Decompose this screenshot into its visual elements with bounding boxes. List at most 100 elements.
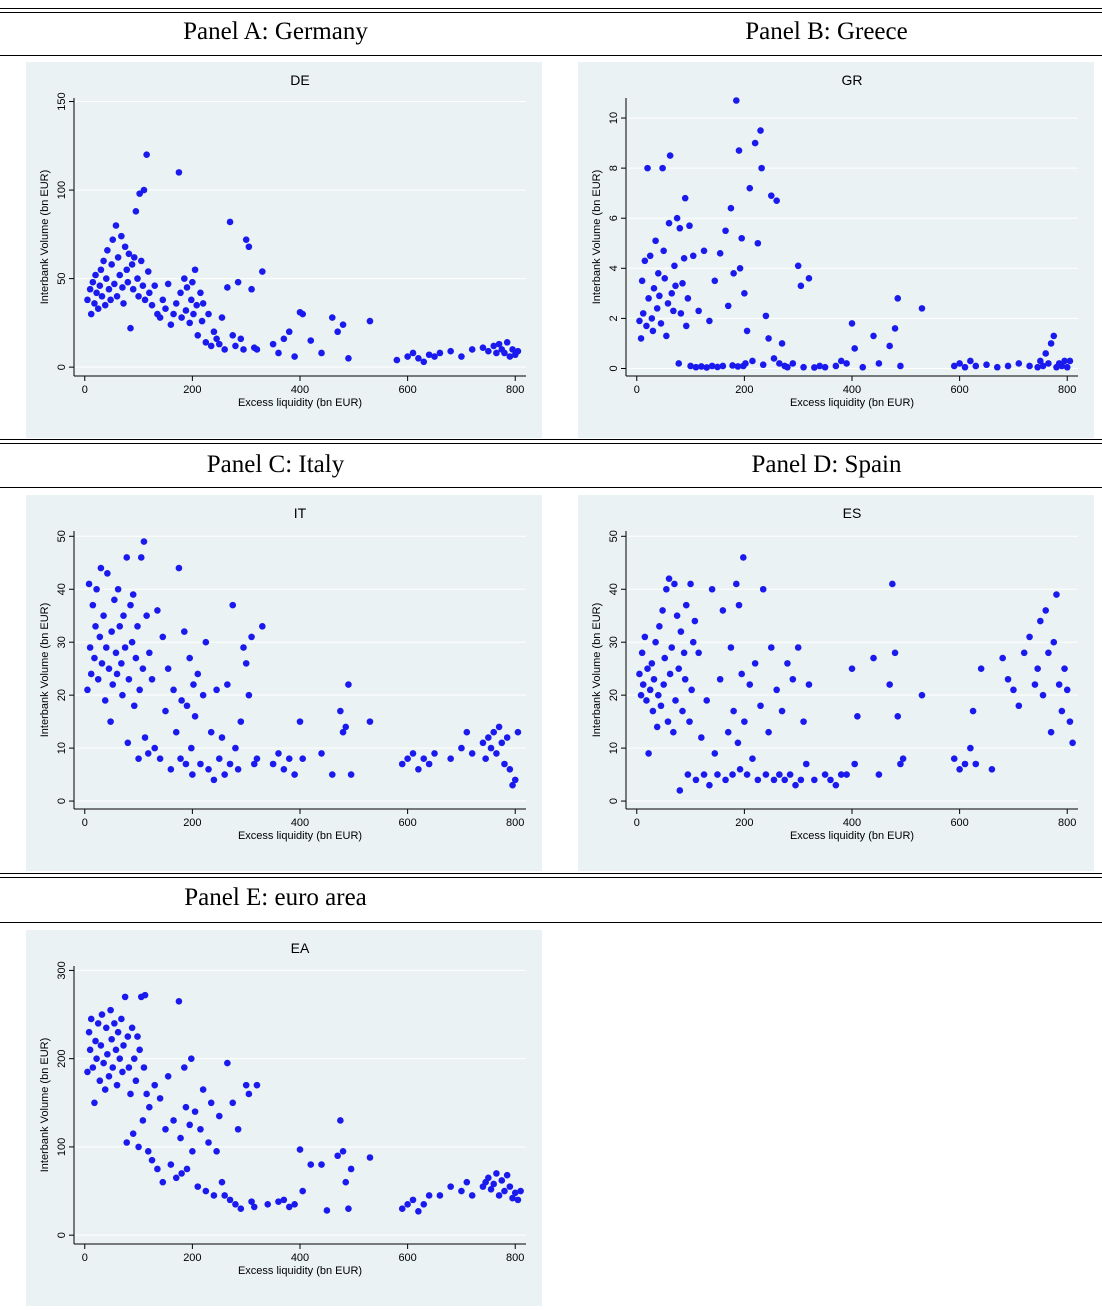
scatter-point <box>735 147 743 154</box>
scatter-point <box>646 252 654 260</box>
scatter-point <box>671 262 678 270</box>
scatter-point <box>210 328 218 336</box>
scatter-point <box>89 278 97 286</box>
scatter-point <box>345 354 352 362</box>
scatter-point <box>638 649 646 657</box>
scatter-point <box>102 275 110 282</box>
scatter-point <box>141 991 149 999</box>
scatter-point <box>743 327 751 335</box>
x-tick-label: 600 <box>950 817 968 829</box>
scatter-point <box>162 707 169 715</box>
scatter-point <box>490 728 498 736</box>
scatter-point <box>686 222 693 230</box>
x-tick-label: 600 <box>398 1252 416 1264</box>
scatter-point <box>205 1139 212 1146</box>
scatter-point <box>104 246 111 254</box>
scatter-point <box>485 734 492 741</box>
scatter-point <box>130 1055 138 1062</box>
y-tick-label: 10 <box>608 112 620 124</box>
scatter-point <box>637 691 645 699</box>
scatter-point <box>240 644 247 651</box>
scatter-point <box>181 628 188 635</box>
scatter-point <box>339 728 347 736</box>
scatter-point <box>186 319 193 327</box>
scatter-point <box>482 755 489 762</box>
scatter-point <box>686 718 693 725</box>
scatter-point <box>708 362 716 370</box>
scatter-point <box>652 237 659 245</box>
y-tick-label: 0 <box>608 365 620 371</box>
scatter-point <box>148 1156 156 1164</box>
scatter-point <box>237 1205 245 1212</box>
scatter-point <box>493 750 500 757</box>
scatter-point <box>501 349 508 357</box>
scatter-point <box>918 691 926 699</box>
scatter-point <box>1066 357 1074 365</box>
scatter-point <box>714 363 721 371</box>
scatter-point <box>663 585 670 593</box>
scatter-point <box>100 1059 107 1067</box>
scatter-point <box>123 1139 131 1146</box>
scatter-point <box>498 739 506 747</box>
scatter-point <box>729 771 736 778</box>
scatter-point <box>124 739 132 747</box>
y-tick-label: 100 <box>56 1138 68 1156</box>
scatter-point <box>162 305 169 313</box>
scatter-point <box>234 1125 242 1133</box>
scatter-point <box>1026 633 1033 641</box>
scatter-point <box>130 702 138 710</box>
scatter-point <box>897 362 904 370</box>
scatter-point <box>415 765 422 773</box>
scatter-point <box>94 1020 102 1027</box>
scatter-point <box>511 1189 519 1197</box>
scatter-point <box>234 765 242 773</box>
x-tick-label: 0 <box>82 384 88 396</box>
scatter-point <box>821 771 829 778</box>
scatter-point <box>84 1068 91 1076</box>
scatter-point <box>197 760 204 768</box>
scatter-point <box>242 1081 250 1089</box>
x-tick-label: 800 <box>506 384 524 396</box>
scatter-point <box>751 139 759 147</box>
scatter-point <box>339 1148 347 1155</box>
x-axis-label: Excess liquidity (bn EUR) <box>238 1265 362 1277</box>
scatter-point <box>506 765 514 773</box>
scatter-point <box>1061 357 1068 365</box>
scatter-point <box>661 275 669 282</box>
scatter-point <box>670 728 677 736</box>
scatter-point <box>682 601 690 609</box>
scatter-point <box>503 339 511 346</box>
scatter-point <box>114 585 122 593</box>
scatter-point <box>259 268 266 275</box>
scatter-point <box>240 346 247 353</box>
scatter-point <box>253 346 261 353</box>
scatter-point <box>143 151 150 158</box>
scatter-point <box>188 744 195 752</box>
scatter-point <box>116 1055 124 1062</box>
scatter-point <box>757 702 764 710</box>
separator-rule-1 <box>0 439 1102 440</box>
scatter-point <box>899 755 907 762</box>
scatter-point <box>950 362 958 370</box>
scatter-point <box>189 771 196 778</box>
scatter-point <box>89 601 97 609</box>
scatter-point <box>123 554 131 561</box>
scatter-point <box>479 344 487 351</box>
scatter-point <box>742 360 749 367</box>
scatter-point <box>848 320 856 327</box>
scatter-point <box>280 765 288 773</box>
scatter-point <box>988 765 996 773</box>
scatter-point <box>87 310 95 318</box>
scatter-point <box>680 649 688 657</box>
scatter-point <box>89 1064 97 1071</box>
scatter-point <box>654 270 662 277</box>
scatter-point <box>641 257 649 265</box>
scatter-point <box>102 1024 110 1032</box>
scatter-point <box>770 355 778 362</box>
scatter-point <box>676 224 684 232</box>
scatter-point <box>773 197 780 204</box>
scatter-point <box>178 1170 185 1177</box>
scatter-point <box>134 1033 141 1040</box>
scatter-point <box>677 310 685 317</box>
scatter-point <box>711 277 719 285</box>
